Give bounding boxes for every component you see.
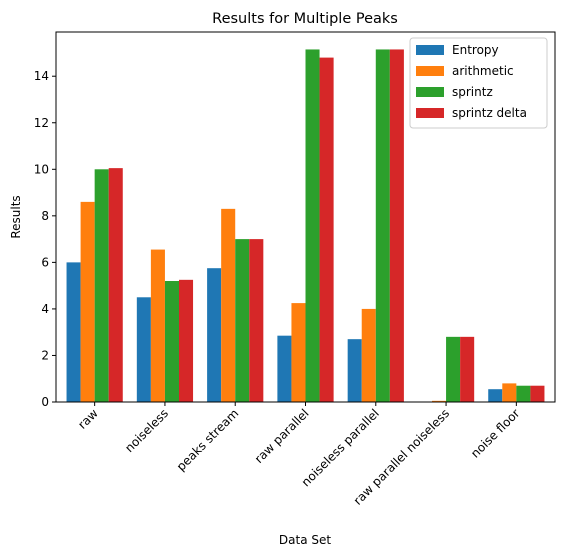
bar-arithmetic-2 [221,208,236,402]
y-tick-label: 0 [41,395,49,409]
bar-sprintz-0 [94,169,109,402]
bar-arithmetic-6 [502,383,517,402]
legend-swatch [416,87,444,97]
legend-label: Entropy [452,43,499,57]
bar-entropy-2 [207,268,222,402]
bar-arithmetic-3 [291,303,306,402]
bar-sprintz-delta-5 [460,336,475,402]
y-tick-label: 12 [34,116,49,130]
bar-sprintz-delta-6 [530,385,545,402]
bar-arithmetic-1 [150,249,165,402]
bar-entropy-3 [277,335,292,402]
legend-swatch [416,66,444,76]
bar-sprintz-delta-0 [108,168,123,402]
bar-sprintz-delta-3 [319,57,334,403]
y-tick-label: 14 [34,69,49,83]
bar-sprintz-1 [164,280,179,402]
legend-label: sprintz delta [452,106,527,120]
bar-sprintz-2 [235,239,250,402]
bar-entropy-1 [136,297,151,402]
bar-sprintz-delta-2 [249,239,264,402]
bar-sprintz-delta-1 [178,279,194,402]
bar-entropy-0 [66,262,81,402]
y-tick-label: 2 [41,348,49,362]
y-tick-label: 4 [41,302,49,316]
y-tick-label: 10 [34,162,49,176]
bars-group [66,49,545,403]
bar-entropy-6 [488,389,503,402]
y-ticks-group: 0 2 4 6 8 10 12 14 [34,69,56,409]
legend-swatch [416,108,444,118]
chart-title: Results for Multiple Peaks [212,11,398,27]
bar-sprintz-5 [446,336,461,402]
legend-swatch [416,45,444,55]
y-tick-label: 8 [41,209,49,223]
bar-arithmetic-4 [361,308,376,402]
plot-frame [55,31,556,403]
legend-box [409,37,548,129]
legend-label: arithmetic [452,64,514,78]
bar-arithmetic-5 [432,400,447,402]
bar-sprintz-4 [375,49,390,403]
y-axis-label: Results [9,195,23,238]
bar-arithmetic-0 [80,201,95,402]
y-tick-label: 6 [41,255,49,269]
bar-sprintz-3 [305,49,320,403]
bar-sprintz-delta-4 [389,49,404,403]
x-axis-label: Data Set [279,533,331,547]
legend: Entropy arithmetic sprintz sprintz delta [409,37,548,129]
legend-label: sprintz [452,85,493,99]
bar-sprintz-6 [516,385,531,402]
bar-entropy-4 [347,339,362,402]
